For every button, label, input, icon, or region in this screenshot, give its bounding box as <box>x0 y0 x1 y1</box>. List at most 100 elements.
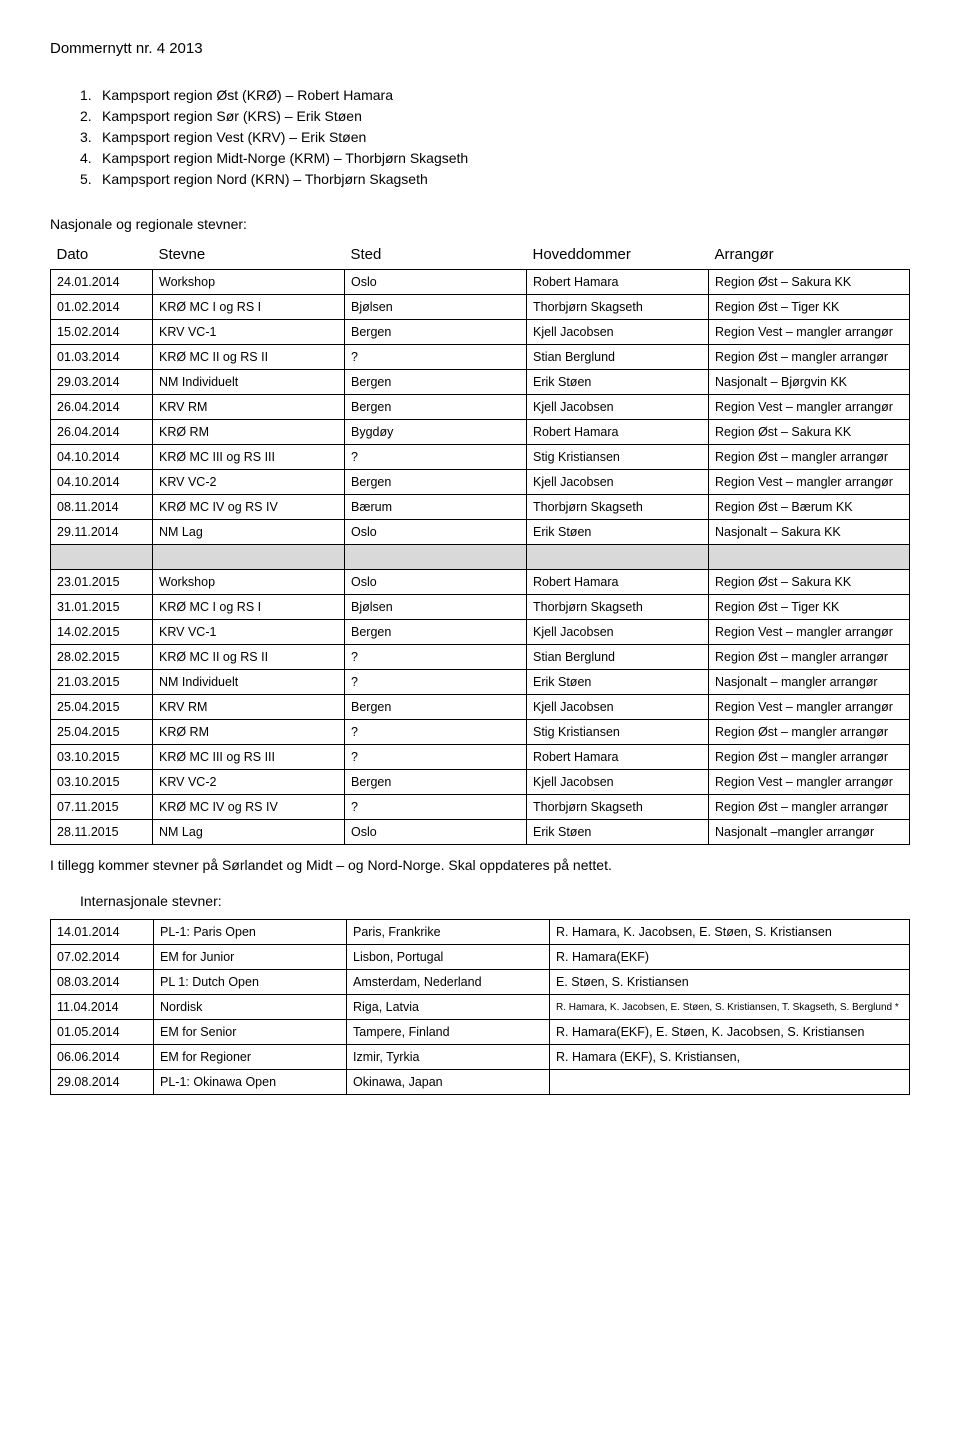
cell-date: 04.10.2014 <box>51 445 153 470</box>
cell-place: Bergen <box>345 395 527 420</box>
cell-place: ? <box>345 445 527 470</box>
cell-people: R. Hamara(EKF), E. Støen, K. Jacobsen, S… <box>550 1020 910 1045</box>
col-event-header: Stevne <box>153 242 345 270</box>
cell-place: Bergen <box>345 695 527 720</box>
cell-event: NM Individuelt <box>153 370 345 395</box>
cell-judge: Kjell Jacobsen <box>527 320 709 345</box>
table-row: 26.04.2014KRV RMBergenKjell JacobsenRegi… <box>51 395 910 420</box>
cell-place: Oslo <box>345 570 527 595</box>
list-item: 5.Kampsport region Nord (KRN) – Thorbjør… <box>80 169 910 190</box>
cell-judge: Stian Berglund <box>527 345 709 370</box>
cell-date: 25.04.2015 <box>51 695 153 720</box>
table-row: 08.03.2014PL 1: Dutch OpenAmsterdam, Ned… <box>51 970 910 995</box>
cell-event: PL-1: Okinawa Open <box>154 1070 347 1095</box>
cell-date: 15.02.2014 <box>51 320 153 345</box>
cell-judge: Stian Berglund <box>527 645 709 670</box>
cell-org: Region Vest – mangler arrangør <box>709 695 910 720</box>
national-heading: Nasjonale og regionale stevner: <box>50 216 910 232</box>
cell-event: KRV RM <box>153 695 345 720</box>
cell-event: KRV VC-2 <box>153 770 345 795</box>
cell-date: 25.04.2015 <box>51 720 153 745</box>
cell-date: 29.03.2014 <box>51 370 153 395</box>
table-row: 29.08.2014PL-1: Okinawa OpenOkinawa, Jap… <box>51 1070 910 1095</box>
cell-judge: Erik Støen <box>527 370 709 395</box>
cell-org: Nasjonalt – Sakura KK <box>709 520 910 545</box>
cell-date: 26.04.2014 <box>51 395 153 420</box>
cell-judge: Robert Hamara <box>527 570 709 595</box>
cell-event: KRØ RM <box>153 420 345 445</box>
cell-judge: Kjell Jacobsen <box>527 470 709 495</box>
cell-event: KRV VC-1 <box>153 620 345 645</box>
cell-org: Region Øst – Tiger KK <box>709 295 910 320</box>
separator-cell <box>51 545 153 570</box>
cell-place: ? <box>345 745 527 770</box>
intl-heading: Internasjonale stevner: <box>80 893 910 909</box>
col-judge-header: Hoveddommer <box>527 242 709 270</box>
national-table: Dato Stevne Sted Hoveddommer Arrangør 24… <box>50 242 910 845</box>
cell-place: Bygdøy <box>345 420 527 445</box>
cell-place: Amsterdam, Nederland <box>347 970 550 995</box>
list-item: 3.Kampsport region Vest (KRV) – Erik Stø… <box>80 127 910 148</box>
cell-date: 14.02.2015 <box>51 620 153 645</box>
table-row: 03.10.2015KRØ MC III og RS III?Robert Ha… <box>51 745 910 770</box>
cell-event: Workshop <box>153 270 345 295</box>
cell-people <box>550 1070 910 1095</box>
table-row: 07.02.2014EM for JuniorLisbon, PortugalR… <box>51 945 910 970</box>
col-date-header: Dato <box>51 242 153 270</box>
cell-event: KRØ MC II og RS II <box>153 345 345 370</box>
cell-place: Bergen <box>345 620 527 645</box>
cell-event: KRØ MC III og RS III <box>153 745 345 770</box>
separator-cell <box>153 545 345 570</box>
cell-event: NM Lag <box>153 820 345 845</box>
cell-org: Region Øst – Bærum KK <box>709 495 910 520</box>
cell-place: Lisbon, Portugal <box>347 945 550 970</box>
cell-place: Riga, Latvia <box>347 995 550 1020</box>
table-row: 29.11.2014NM LagOsloErik StøenNasjonalt … <box>51 520 910 545</box>
col-place-header: Sted <box>345 242 527 270</box>
cell-event: NM Individuelt <box>153 670 345 695</box>
separator-row <box>51 545 910 570</box>
cell-date: 01.05.2014 <box>51 1020 154 1045</box>
cell-org: Region Vest – mangler arrangør <box>709 395 910 420</box>
cell-judge: Robert Hamara <box>527 745 709 770</box>
cell-org: Region Øst – mangler arrangør <box>709 795 910 820</box>
table-row: 15.02.2014KRV VC-1BergenKjell JacobsenRe… <box>51 320 910 345</box>
list-number: 3. <box>80 127 102 148</box>
cell-place: Bergen <box>345 370 527 395</box>
cell-org: Region Vest – mangler arrangør <box>709 320 910 345</box>
cell-judge: Erik Støen <box>527 820 709 845</box>
cell-event: EM for Regioner <box>154 1045 347 1070</box>
cell-place: Bergen <box>345 770 527 795</box>
cell-date: 28.02.2015 <box>51 645 153 670</box>
cell-place: Bærum <box>345 495 527 520</box>
cell-date: 26.04.2014 <box>51 420 153 445</box>
list-text: Kampsport region Sør (KRS) – Erik Støen <box>102 106 362 127</box>
cell-place: Oslo <box>345 820 527 845</box>
cell-event: NM Lag <box>153 520 345 545</box>
cell-place: Oslo <box>345 270 527 295</box>
cell-org: Region Øst – Sakura KK <box>709 270 910 295</box>
table-row: 25.04.2015KRØ RM?Stig KristiansenRegion … <box>51 720 910 745</box>
cell-date: 04.10.2014 <box>51 470 153 495</box>
separator-cell <box>709 545 910 570</box>
table-row: 28.02.2015KRØ MC II og RS II?Stian Bergl… <box>51 645 910 670</box>
table-row: 01.02.2014KRØ MC I og RS IBjølsenThorbjø… <box>51 295 910 320</box>
list-text: Kampsport region Nord (KRN) – Thorbjørn … <box>102 169 428 190</box>
additional-note: I tillegg kommer stevner på Sørlandet og… <box>50 857 910 873</box>
cell-judge: Thorbjørn Skagseth <box>527 595 709 620</box>
cell-event: KRV VC-1 <box>153 320 345 345</box>
table-row: 04.10.2014KRØ MC III og RS III?Stig Kris… <box>51 445 910 470</box>
cell-judge: Erik Støen <box>527 670 709 695</box>
cell-event: KRØ MC IV og RS IV <box>153 495 345 520</box>
cell-org: Region Vest – mangler arrangør <box>709 620 910 645</box>
cell-place: Izmir, Tyrkia <box>347 1045 550 1070</box>
list-item: 2.Kampsport region Sør (KRS) – Erik Støe… <box>80 106 910 127</box>
cell-date: 03.10.2015 <box>51 770 153 795</box>
cell-judge: Thorbjørn Skagseth <box>527 495 709 520</box>
cell-date: 01.02.2014 <box>51 295 153 320</box>
cell-judge: Kjell Jacobsen <box>527 620 709 645</box>
cell-date: 03.10.2015 <box>51 745 153 770</box>
cell-date: 31.01.2015 <box>51 595 153 620</box>
list-number: 5. <box>80 169 102 190</box>
list-text: Kampsport region Vest (KRV) – Erik Støen <box>102 127 366 148</box>
